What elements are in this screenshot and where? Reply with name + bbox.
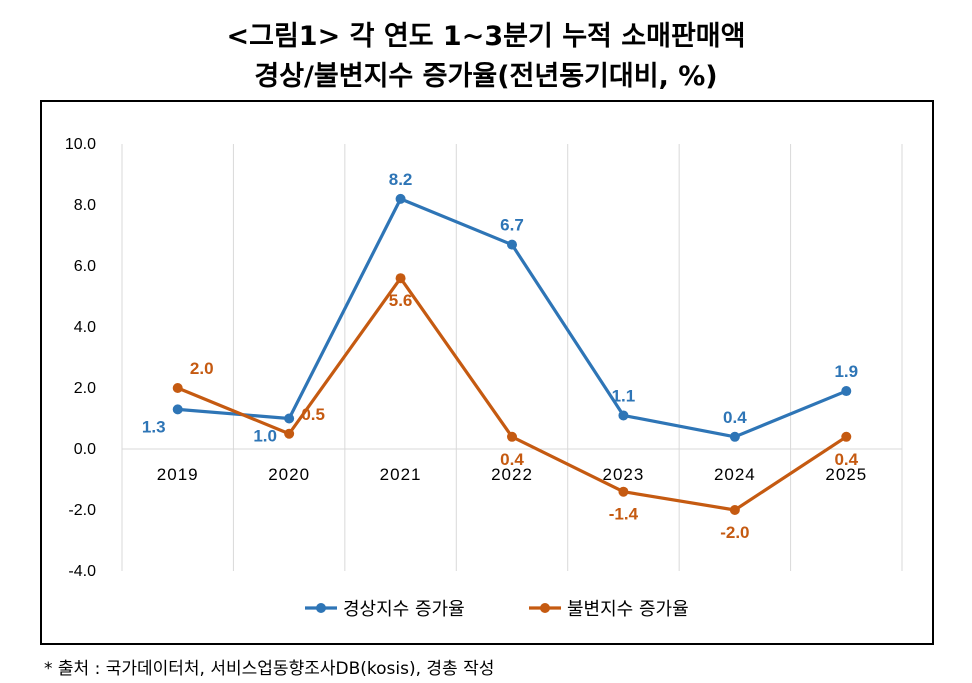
chart-title-line2: 경상/불변지수 증가율(전년동기대비, %)	[254, 61, 718, 92]
data-point	[507, 431, 517, 442]
data-point	[841, 431, 852, 442]
legend-label-2: 불변지수 증가율	[567, 599, 689, 620]
y-tick-label: 2.0	[74, 380, 96, 397]
legend: 경상지수 증가율 불변지수 증가율	[305, 599, 689, 620]
data-point	[618, 486, 629, 497]
legend-marker-1	[316, 603, 326, 613]
x-tick-label: 2024	[714, 465, 756, 484]
data-point	[284, 428, 295, 439]
data-label: 1.1	[612, 386, 636, 405]
x-tick-label: 2021	[380, 465, 422, 484]
chart-frame: 10.0 8.0 6.0 4.0 2.0 0.0 -2.0 -4.0 2019 2020 2021…	[40, 100, 934, 645]
data-label: 0.4	[834, 450, 858, 469]
x-tick-label: 2023	[603, 465, 645, 484]
data-label: 0.4	[500, 450, 524, 469]
data-label: 1.3	[142, 417, 166, 436]
data-label: 1.9	[834, 362, 858, 381]
data-label: -2.0	[720, 523, 749, 542]
data-point	[507, 239, 517, 250]
y-axis-ticks: 10.0 8.0 6.0 4.0 2.0 0.0 -2.0 -4.0	[65, 136, 96, 580]
legend-marker-2	[540, 603, 550, 613]
grid-lines	[121, 144, 903, 571]
data-point	[284, 413, 295, 424]
chart-title-line1: <그림1> 각 연도 1~3분기 누적 소매판매액	[226, 21, 746, 52]
x-tick-label: 2020	[268, 465, 310, 484]
y-tick-label: -4.0	[68, 563, 96, 580]
data-label: 1.0	[253, 427, 277, 446]
line-chart: 10.0 8.0 6.0 4.0 2.0 0.0 -2.0 -4.0 2019 2020 2021…	[65, 136, 903, 620]
data-point	[729, 431, 740, 442]
data-point	[618, 410, 629, 421]
data-point	[729, 505, 740, 515]
data-point	[395, 273, 406, 284]
y-tick-label: 10.0	[65, 136, 96, 153]
data-label: 0.4	[723, 408, 747, 427]
y-tick-label: -2.0	[68, 502, 96, 519]
data-label: 5.6	[389, 291, 413, 310]
data-labels: 1.3 1.0 8.2 6.7 1.1 0.4 1.9 2.0 0.5 5.6 0.4 -1.4 -2.…	[142, 170, 859, 542]
y-tick-label: 4.0	[74, 319, 96, 336]
source-footnote: * 출처 : 국가데이터처, 서비스업동향조사DB(kosis), 경총 작성	[44, 659, 495, 679]
data-point	[172, 404, 183, 415]
legend-label-1: 경상지수 증가율	[343, 599, 465, 620]
series-lines	[172, 193, 852, 515]
data-point	[172, 383, 183, 393]
y-tick-label: 6.0	[74, 258, 96, 275]
x-tick-label: 2025	[825, 465, 867, 484]
data-label: 8.2	[389, 170, 413, 189]
x-tick-label: 2019	[157, 465, 199, 484]
data-point	[395, 193, 406, 204]
x-axis-ticks: 2019 2020 2021 2022 2023 2024 2025	[157, 465, 867, 484]
data-label: -1.4	[609, 505, 639, 524]
data-label: 6.7	[500, 216, 524, 235]
data-label: 0.5	[301, 405, 325, 424]
x-tick-label: 2022	[491, 465, 533, 484]
data-label: 2.0	[190, 359, 214, 378]
y-tick-label: 8.0	[74, 197, 96, 214]
data-point	[841, 386, 852, 397]
y-tick-label: 0.0	[74, 441, 96, 458]
